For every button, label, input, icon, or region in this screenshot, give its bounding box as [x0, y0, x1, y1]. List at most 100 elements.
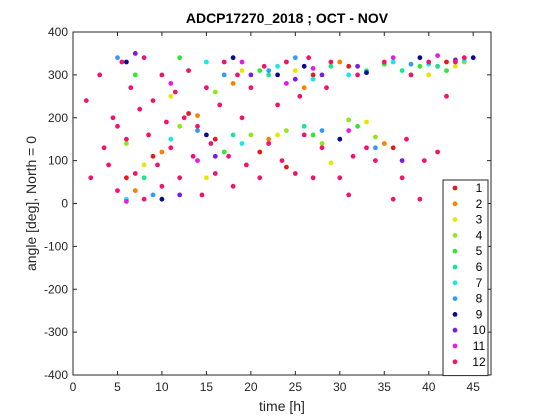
- data-point-series-12: [257, 175, 263, 181]
- legend-label-7: 7: [476, 276, 483, 290]
- data-point-series-8: [150, 192, 156, 198]
- x-tick-label: 0: [70, 380, 77, 394]
- data-point-series-12: [337, 175, 343, 181]
- data-point-series-12: [319, 145, 325, 151]
- data-point-series-6: [141, 175, 147, 181]
- data-point-series-12: [226, 153, 232, 159]
- data-point-series-12: [150, 98, 156, 103]
- data-point-series-9: [124, 59, 129, 65]
- legend-label-8: 8: [476, 292, 483, 306]
- legend-marker-11: [452, 343, 458, 349]
- data-point-series-10: [292, 76, 298, 82]
- data-point-series-1: [390, 145, 396, 151]
- data-point-series-12: [444, 93, 449, 99]
- data-point-series-11: [346, 128, 352, 134]
- legend-label-5: 5: [476, 244, 483, 258]
- legend-label-1: 1: [476, 181, 483, 195]
- data-point-series-12: [453, 59, 458, 65]
- data-point-series-10: [319, 72, 325, 78]
- data-point-series-12: [421, 158, 427, 164]
- data-point-series-2: [195, 113, 200, 118]
- data-point-series-12: [373, 158, 378, 164]
- data-point-series-6: [399, 68, 405, 73]
- data-point-series-5: [310, 132, 316, 138]
- data-point-series-12: [328, 59, 334, 65]
- data-point-series-12: [101, 145, 107, 151]
- legend-marker-8: [452, 296, 458, 301]
- data-point-series-6: [435, 63, 440, 69]
- data-point-series-12: [310, 175, 316, 181]
- data-point-series-12: [177, 175, 183, 181]
- data-point-series-3: [204, 175, 209, 181]
- data-point-series-2: [266, 136, 272, 142]
- legend-label-3: 3: [476, 213, 483, 227]
- data-point-series-11: [195, 158, 200, 164]
- data-point-series-8: [373, 145, 378, 151]
- legend-marker-1: [452, 185, 458, 191]
- data-point-series-10: [132, 51, 138, 56]
- data-point-series-12: [190, 153, 196, 159]
- y-tick-label: 100: [48, 154, 68, 168]
- data-point-series-2: [230, 81, 236, 86]
- data-point-series-12: [244, 162, 249, 168]
- data-point-series-12: [186, 68, 192, 73]
- data-point-series-10: [212, 153, 218, 159]
- data-point-series-12: [195, 123, 200, 129]
- plot-area-frame: [72, 31, 492, 376]
- data-point-series-9: [204, 132, 209, 138]
- data-point-series-11: [390, 55, 396, 61]
- data-point-series-12: [275, 102, 280, 108]
- legend-label-6: 6: [476, 260, 483, 274]
- data-point-series-7: [346, 72, 352, 78]
- data-point-series-12: [346, 192, 352, 198]
- data-point-series-3: [168, 93, 174, 99]
- data-point-series-12: [204, 85, 209, 91]
- data-point-series-12: [115, 123, 120, 129]
- legend-box: [442, 179, 489, 377]
- data-point-series-8: [115, 55, 120, 61]
- legend-label-11: 11: [473, 339, 486, 353]
- x-tick-label: 35: [378, 380, 392, 394]
- data-point-series-12: [141, 55, 147, 61]
- legend-label-4: 4: [476, 228, 483, 242]
- data-point-series-12: [141, 196, 147, 202]
- data-point-series-12: [355, 72, 360, 78]
- data-point-series-7: [168, 136, 174, 142]
- data-point-series-1: [124, 175, 129, 181]
- x-tick-label: 20: [244, 380, 258, 394]
- x-axis-title: time [h]: [259, 398, 305, 414]
- data-point-series-1: [212, 136, 218, 142]
- data-point-series-12: [297, 93, 303, 99]
- x-tick-label: 15: [200, 380, 214, 394]
- data-point-series-12: [435, 149, 440, 155]
- data-point-series-12: [301, 132, 307, 138]
- data-point-series-2: [301, 85, 307, 91]
- data-point-series-7: [310, 76, 316, 82]
- legend-marker-4: [452, 233, 458, 238]
- data-point-series-12: [426, 59, 432, 65]
- y-tick-label: 400: [48, 25, 68, 39]
- data-point-series-9: [364, 70, 369, 76]
- data-point-series-12: [164, 119, 169, 125]
- data-point-series-9: [301, 63, 307, 69]
- data-point-series-12: [266, 141, 272, 146]
- data-point-series-11: [284, 81, 289, 86]
- x-tick-label: 5: [114, 380, 121, 394]
- data-point-series-3: [364, 119, 369, 125]
- data-point-series-6: [266, 72, 272, 78]
- data-point-series-3: [328, 160, 334, 166]
- data-point-series-7: [275, 63, 280, 69]
- legend-label-2: 2: [476, 197, 483, 211]
- data-point-series-1: [186, 111, 192, 116]
- data-point-series-12: [404, 136, 409, 142]
- data-point-series-3: [239, 68, 245, 73]
- data-point-series-7: [204, 59, 209, 65]
- data-point-series-8: [221, 72, 227, 78]
- x-tick-label: 30: [333, 380, 347, 394]
- data-point-series-12: [159, 183, 165, 189]
- y-tick-label: -300: [44, 325, 68, 339]
- data-point-series-12: [168, 145, 174, 151]
- data-point-series-12: [217, 102, 223, 108]
